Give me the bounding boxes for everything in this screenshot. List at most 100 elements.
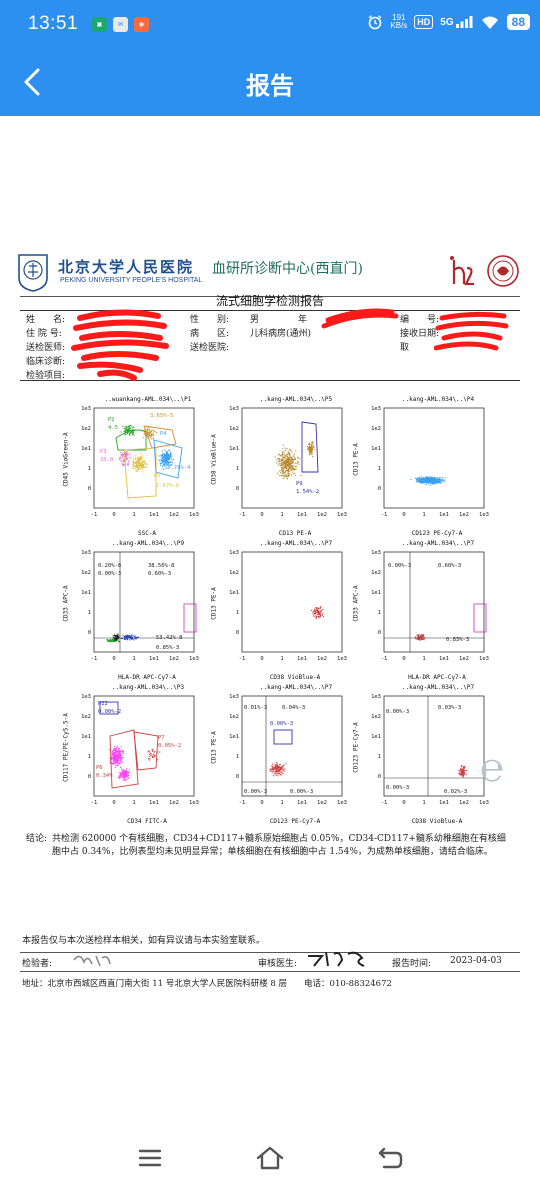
cytometry-plot: ..kang-AML.034\..\P3 -1 0 0 1 1 1e1 1e1 1e2 1e2 1e… [62,684,202,825]
event-point [165,463,167,465]
event-point [120,775,122,777]
event-point [122,453,124,455]
event-point [309,453,311,455]
x-tick-label: 1e1 [439,656,449,662]
event-point [166,452,168,454]
nav-home-button[interactable] [250,1140,290,1176]
event-point [274,768,277,770]
event-point [122,772,124,774]
event-point [295,474,297,477]
event-point [115,757,117,759]
event-point [424,481,426,483]
event-point [145,463,147,465]
event-point [420,476,422,478]
event-point [279,767,281,769]
event-point [162,453,164,455]
gate-annotation: 3.65%-5 [150,413,173,419]
event-point [137,458,139,460]
event-point [165,453,167,455]
event-point [115,761,117,763]
event-point [286,464,288,466]
event-point [150,434,152,436]
event-point [422,634,424,636]
back-button[interactable] [14,64,50,100]
event-point [142,463,144,465]
event-point [280,767,282,769]
event-point [133,462,136,464]
event-point [290,474,293,476]
event-point [319,615,321,617]
event-point [110,639,112,641]
event-point [297,461,299,464]
event-point [123,638,125,640]
event-point [432,479,434,481]
event-point [116,638,118,640]
event-point [420,634,422,637]
event-point [424,482,426,484]
event-point [279,763,281,765]
event-point [319,616,321,618]
event-point [114,634,116,636]
event-point [113,635,116,637]
event-point [125,428,127,430]
event-point [170,454,172,456]
event-point [127,462,129,465]
nav-back-button[interactable] [370,1140,410,1176]
event-point [137,465,139,467]
event-point [124,778,126,780]
y-tick-label: 1 [236,466,239,472]
event-point [315,615,317,617]
nav-menu-button[interactable] [130,1140,170,1176]
event-point [416,635,418,637]
event-point [283,476,285,478]
plot-area: -1 0 0 1 1 1e1 1e1 1e2 1e2 1e3 1e3 [229,550,347,662]
event-point [165,456,167,458]
event-point [122,425,124,427]
event-point [152,754,154,756]
event-point [315,607,317,609]
ward-label: 病 区: [190,329,230,339]
y-tick-label: 1e1 [81,734,91,740]
event-point [159,455,161,457]
event-point [281,463,283,465]
event-point [458,773,460,775]
event-point [132,457,134,459]
event-point [123,428,125,430]
event-point [128,460,130,462]
event-point [287,458,289,460]
event-point [418,477,420,479]
event-point [294,472,296,474]
event-point [320,606,322,608]
event-point [125,634,127,637]
ward-value: 儿科病房(通州) [250,329,312,339]
y-tick-label: 1e2 [371,570,381,576]
event-point [277,775,279,777]
event-point [120,637,122,640]
gate-annotation: 4.5 [108,425,118,431]
event-point [317,615,319,617]
event-point [316,613,318,615]
x-tick-label: 1e1 [297,512,307,518]
event-point [314,608,316,610]
event-point [427,476,429,478]
event-point [124,776,126,778]
event-point [281,460,283,462]
event-point [276,766,278,768]
event-point [152,437,154,439]
event-point [121,768,123,770]
event-point [124,452,126,454]
event-point [112,750,115,752]
event-point [121,750,123,752]
event-point [123,459,125,461]
event-point [314,613,316,615]
event-point [128,777,130,779]
y-tick-label: 0 [88,774,91,780]
event-point [168,457,170,459]
event-point [313,613,315,615]
event-point [148,436,150,438]
event-point [131,427,133,429]
event-point [167,457,169,459]
event-point [161,453,163,455]
event-point [289,449,291,451]
event-point [113,762,116,764]
